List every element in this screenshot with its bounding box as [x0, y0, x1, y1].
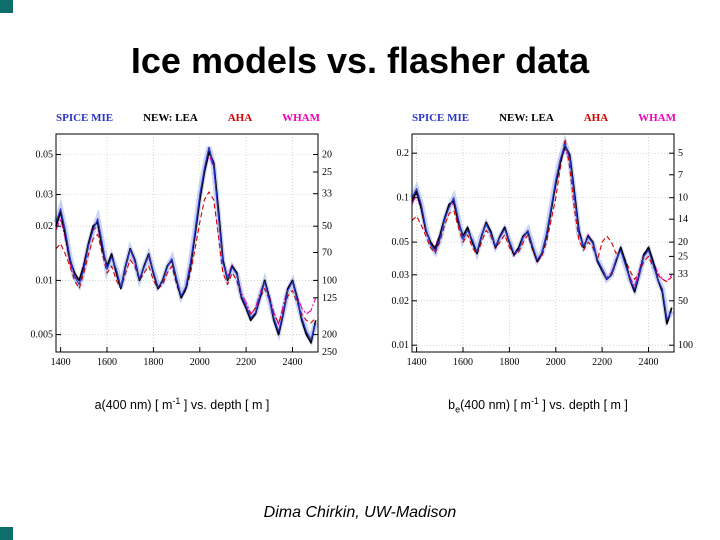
chart-legend: SPICE MIE NEW: LEA AHA WHAM: [16, 112, 348, 126]
corner-accent-top-left: [0, 0, 13, 13]
error-band: [53, 146, 319, 347]
legend-item-new-lea: NEW: LEA: [143, 112, 198, 124]
x-axis-title-part: a(400 nm) [ m: [94, 398, 173, 413]
tick-label: 7: [678, 170, 683, 181]
corner-accent-bottom-left: [0, 527, 13, 540]
legend-item-spice-mie: SPICE MIE: [56, 112, 114, 124]
tick-label: 2000: [546, 357, 566, 368]
tick-label: 20: [678, 237, 688, 248]
tick-label: 0.02: [36, 221, 54, 232]
chart-canvas: 1400 1600 1800 2000 2200 2400 0.2 0.1 0.05 0.03 0.…: [392, 133, 693, 368]
tick-label: 25: [678, 251, 688, 262]
tick-label: 0.2: [397, 148, 410, 159]
tick-label: 1400: [51, 357, 71, 368]
charts-row: SPICE MIE NEW: LEA AHA WHAM 1400 1600 1800 2000…: [0, 112, 720, 415]
tick-label: 100: [678, 340, 693, 351]
series-line-spice-mie: [55, 146, 317, 340]
tick-label: 2200: [592, 357, 612, 368]
tick-label: 0.005: [31, 330, 54, 341]
tick-label: 0.03: [392, 270, 410, 281]
tick-label: 20: [322, 150, 332, 161]
tick-label: 70: [322, 248, 332, 259]
legend-item-wham: WHAM: [638, 112, 676, 124]
series-line-aha: [55, 191, 317, 324]
tick-label: 0.01: [36, 275, 54, 286]
tick-label: 1800: [143, 357, 163, 368]
x-axis-title-part: ] vs. depth [ m ]: [180, 398, 270, 413]
tick-label: 1600: [97, 357, 117, 368]
chart-legend: SPICE MIE NEW: LEA AHA WHAM: [372, 112, 704, 126]
legend-item-aha: AHA: [227, 112, 253, 124]
x-axis-title-part: e: [455, 404, 461, 415]
tick-label: 0.05: [36, 150, 54, 161]
series-line-new-lea: [411, 144, 673, 325]
tick-label: 250: [322, 347, 337, 358]
scattering-chart: SPICE MIE NEW: LEA AHA WHAM 1400 1600 1800 2000…: [372, 112, 704, 415]
legend-item-wham: WHAM: [282, 112, 320, 124]
series-line-wham: [55, 153, 317, 325]
x-axis-title: a(400 nm) [ m-1 ] vs. depth [ m ]: [16, 396, 348, 412]
tick-label: 125: [322, 293, 337, 304]
tick-label: 5: [678, 148, 683, 159]
x-axis-title-part: b: [448, 398, 456, 413]
plot-frame: [55, 133, 319, 353]
series-line-new-lea: [55, 150, 317, 344]
legend-item-spice-mie: SPICE MIE: [412, 112, 470, 124]
tick-label: 0.02: [392, 296, 410, 307]
x-axis-title-part: -1: [172, 396, 181, 406]
x-axis-title-part: -1: [530, 396, 539, 406]
tick-label: 0.01: [392, 340, 410, 351]
x-axis-title-part: (400 nm) [ m: [460, 398, 531, 413]
tick-label: 0.03: [36, 190, 54, 201]
tick-label: 1400: [407, 357, 427, 368]
tick-label: 2400: [639, 357, 659, 368]
absorption-chart: SPICE MIE NEW: LEA AHA WHAM 1400 1600 1800 2000…: [16, 112, 348, 415]
author-credit: Dima Chirkin, UW-Madison: [263, 504, 457, 521]
tick-label: 50: [678, 296, 688, 307]
tick-label: 1800: [499, 357, 519, 368]
series-line-wham: [411, 148, 673, 288]
tick-label: 0.1: [397, 193, 410, 204]
plot-frame: [411, 133, 675, 353]
tick-label: 2400: [283, 357, 303, 368]
tick-label: 50: [322, 221, 332, 232]
tick-label: 25: [322, 167, 332, 178]
slide-title: Ice models vs. flasher data: [130, 40, 590, 81]
tick-label: 2200: [236, 357, 256, 368]
tick-label: 14: [678, 214, 688, 225]
tick-label: 10: [678, 193, 688, 204]
x-axis-title-part: ] vs. depth [ m ]: [538, 398, 628, 413]
tick-label: 2000: [190, 357, 210, 368]
tick-label: 200: [322, 330, 337, 341]
tick-label: 1600: [453, 357, 473, 368]
tick-label: 0.05: [392, 237, 410, 248]
tick-label: 33: [322, 189, 332, 200]
chart-canvas: 1400 1600 1800 2000 2200 2400 0.05 0.03 0.02 0.01…: [31, 133, 337, 368]
legend-item-aha: AHA: [583, 112, 609, 124]
series-line-spice-mie: [411, 143, 673, 320]
x-axis-title: be(400 nm) [ m-1 ] vs. depth [ m ]: [372, 396, 704, 415]
series-line-aha: [411, 138, 673, 283]
tick-label: 100: [322, 275, 337, 286]
error-band: [409, 134, 675, 328]
tick-label: 33: [678, 269, 688, 280]
legend-item-new-lea: NEW: LEA: [499, 112, 554, 124]
